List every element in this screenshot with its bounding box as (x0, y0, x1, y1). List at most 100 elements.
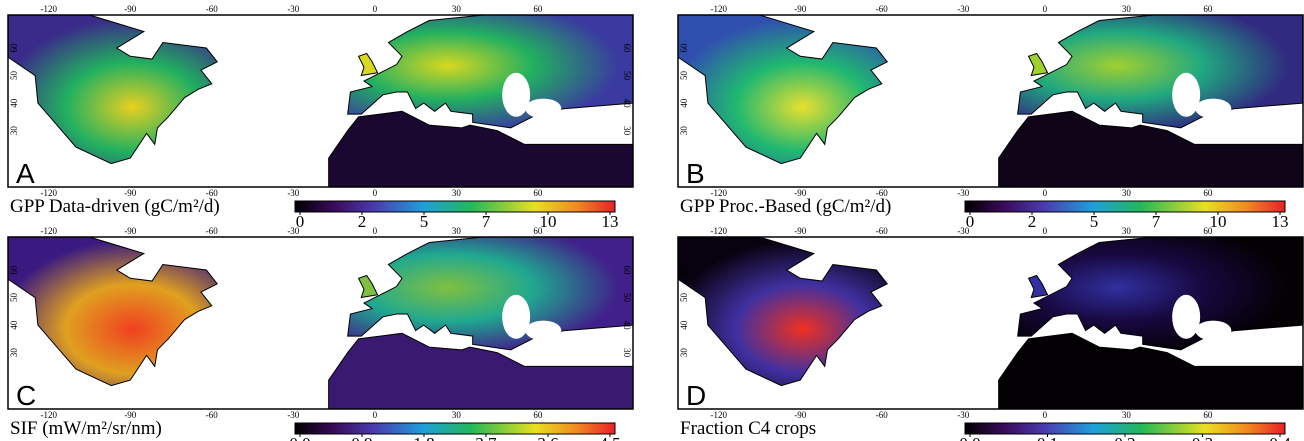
colorbar-tick-label: 7 (482, 212, 491, 231)
lon-tick-label: 30 (452, 4, 462, 14)
lat-tick-label: 30 (9, 348, 19, 358)
eurasia (347, 15, 633, 129)
lon-tick-label: 30 (1122, 226, 1132, 236)
lon-tick-label: -60 (876, 4, 888, 14)
lat-tick-label: 30 (679, 348, 689, 358)
panel-letter: C (16, 380, 36, 411)
lon-tick-label: -90 (124, 188, 136, 198)
lon-tick-label: -120 (41, 4, 58, 14)
lat-tick-label: 30 (622, 126, 632, 136)
africa-mideast (328, 332, 633, 409)
lon-tick-label: -90 (794, 226, 806, 236)
panel-title: GPP Data-driven (gC/m²/d) (10, 196, 220, 217)
lat-tick-label: 60 (622, 266, 632, 276)
colorbar-tick-label: 13 (602, 212, 619, 231)
lon-tick-label: 30 (452, 226, 462, 236)
colorbar-tick-label: 2 (1028, 212, 1037, 231)
lon-tick-label: -30 (287, 226, 299, 236)
lat-tick-label: 30 (9, 126, 19, 136)
lat-tick-label: 60 (9, 43, 19, 53)
eurasia (347, 237, 633, 351)
colorbar (964, 422, 1286, 435)
lat-tick-label: 60 (679, 265, 689, 275)
lon-tick-label: -120 (711, 410, 728, 420)
colorbar-tick-label: 0.0 (959, 434, 980, 441)
lon-tick-label: 60 (1203, 188, 1213, 198)
lon-tick-label: 0 (373, 4, 378, 14)
lon-tick-label: 0 (1043, 410, 1048, 420)
no-data (525, 98, 562, 119)
no-data (1195, 320, 1232, 341)
north-america (8, 15, 219, 165)
africa-mideast (998, 332, 1303, 409)
lon-tick-label: -60 (876, 226, 888, 236)
britain (357, 274, 379, 299)
lon-tick-label: -120 (711, 4, 728, 14)
lat-tick-label: 50 (622, 293, 632, 303)
colorbar-tick-label: 0.1 (1037, 434, 1058, 441)
no-data (1172, 72, 1201, 117)
lat-tick-label: 60 (622, 44, 632, 54)
lon-tick-label: -120 (41, 226, 58, 236)
lon-tick-label: 0 (1043, 188, 1048, 198)
lon-tick-label: -30 (957, 4, 969, 14)
lat-tick-label: 50 (679, 293, 689, 303)
lat-tick-label: 40 (622, 99, 632, 109)
lat-tick-label: 30 (679, 126, 689, 136)
lon-tick-label: 30 (1122, 410, 1132, 420)
panel-letter: D (686, 380, 706, 411)
lon-tick-label: -120 (711, 188, 728, 198)
land (678, 237, 1303, 409)
colorbar-tick-label: 10 (1210, 212, 1227, 231)
colorbar-tick-label: 0 (296, 212, 305, 231)
lat-tick-label: 40 (679, 98, 689, 108)
no-data (1195, 98, 1232, 119)
lat-tick-label: 60 (9, 265, 19, 275)
lon-tick-label: -60 (206, 410, 218, 420)
britain (357, 52, 379, 77)
land (8, 15, 633, 187)
colorbar-tick-label: 4.5 (599, 434, 620, 441)
colorbar-tick-label: 5 (420, 212, 429, 231)
lon-tick-label: 30 (452, 188, 462, 198)
colorbar-tick-label: 0 (966, 212, 975, 231)
map-panel: B -120 -120 -90 -90 -60 -60 -30 -30 0 0 30 30 60 60 30 4… (677, 4, 1304, 231)
lon-tick-label: 60 (533, 188, 543, 198)
lon-tick-label: -90 (794, 410, 806, 420)
land (8, 237, 633, 409)
lon-tick-label: -30 (287, 188, 299, 198)
lon-tick-label: -30 (957, 410, 969, 420)
lon-tick-label: 60 (1203, 226, 1213, 236)
north-america (8, 237, 219, 387)
north-america (678, 15, 889, 165)
no-data (502, 72, 531, 117)
lon-tick-label: -30 (957, 188, 969, 198)
colorbar-tick-label: 0.0 (289, 434, 310, 441)
lon-tick-label: -120 (41, 188, 58, 198)
eurasia (1017, 15, 1303, 129)
land (678, 15, 1303, 187)
lat-tick-label: 50 (622, 71, 632, 81)
lon-tick-label: -90 (794, 188, 806, 198)
lat-tick-label: 60 (679, 43, 689, 53)
lat-tick-label: 40 (679, 320, 689, 330)
lon-tick-label: 0 (1043, 4, 1048, 14)
map-panel: C -120 -120 -90 -90 -60 -60 -30 -30 0 0 30 30 60 60 30 3… (7, 226, 634, 441)
colorbar (294, 200, 616, 213)
lon-tick-label: 60 (1203, 410, 1213, 420)
lon-tick-label: -60 (876, 188, 888, 198)
britain (1027, 274, 1049, 299)
colorbar-tick-label: 7 (1152, 212, 1161, 231)
map-panel: A -120 -120 -90 -90 -60 -60 -30 -30 0 0 30 30 60 60 30 3… (7, 4, 634, 231)
no-data (502, 294, 531, 339)
colorbar (294, 422, 616, 435)
lon-tick-label: 30 (1122, 188, 1132, 198)
lon-tick-label: -60 (206, 226, 218, 236)
lat-tick-label: 30 (622, 348, 632, 358)
lon-tick-label: -90 (124, 410, 136, 420)
eurasia (1017, 237, 1303, 351)
lon-tick-label: 30 (452, 410, 462, 420)
lon-tick-label: 0 (373, 410, 378, 420)
colorbar-tick-label: 5 (1090, 212, 1099, 231)
lon-tick-label: 60 (533, 410, 543, 420)
